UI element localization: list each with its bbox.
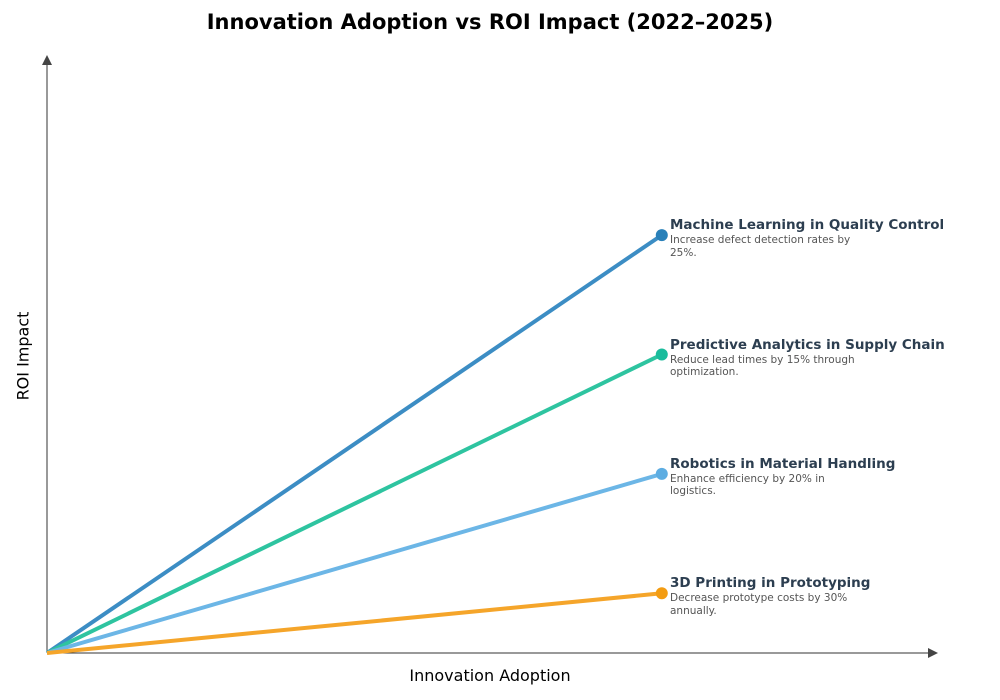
series-annotation: 3D Printing in Prototyping Decrease proto… bbox=[670, 575, 970, 617]
series-description: Enhance efficiency by 20% in logistics. bbox=[670, 472, 825, 498]
series-endpoint-marker bbox=[655, 348, 668, 361]
series-line bbox=[45, 233, 663, 655]
series-description: Reduce lead times by 15% through optimiz… bbox=[670, 353, 855, 379]
series-label: Machine Learning in Quality Control bbox=[670, 217, 945, 234]
series-label: Predictive Analytics in Supply Chain bbox=[670, 336, 945, 353]
series-line bbox=[46, 471, 663, 655]
series-annotation: Robotics in Material Handling Enhance eff… bbox=[670, 456, 970, 498]
y-axis-label: ROI Impact bbox=[13, 311, 33, 401]
series-endpoint-marker bbox=[655, 467, 668, 480]
series-description: Increase defect detection rates by 25%. bbox=[670, 234, 851, 259]
x-axis-label: Innovation Adoption bbox=[409, 666, 571, 685]
series-endpoint-marker bbox=[655, 587, 668, 600]
series-line bbox=[46, 352, 663, 655]
series-endpoint-marker bbox=[655, 229, 668, 242]
chart-title: Innovation Adoption vs ROI Impact (2022–… bbox=[206, 10, 774, 34]
series-label: 3D Printing in Prototyping bbox=[670, 575, 871, 592]
series-description: Decrease prototype costs by 30% annually… bbox=[670, 592, 848, 617]
series-line bbox=[46, 591, 662, 655]
series-annotation: Machine Learning in Quality Control Incre… bbox=[670, 217, 970, 259]
x-axis-arrow-icon bbox=[928, 648, 938, 658]
y-axis-arrow-icon bbox=[42, 55, 52, 65]
series-label: Robotics in Material Handling bbox=[670, 455, 896, 472]
series-annotation: Predictive Analytics in Supply Chain Redu… bbox=[670, 337, 970, 379]
